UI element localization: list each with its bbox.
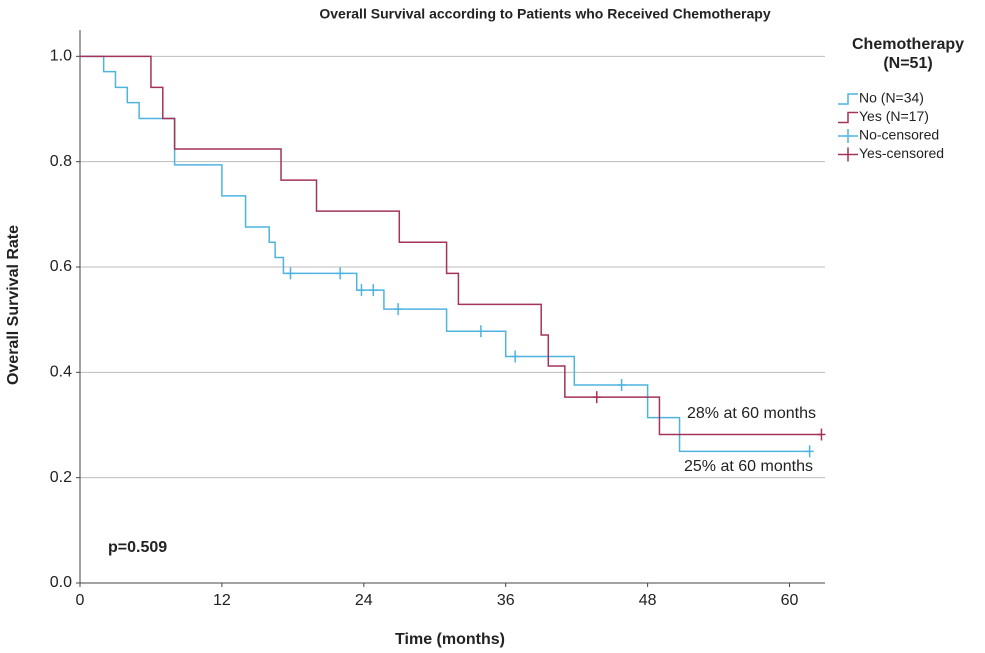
x-tick-label: 60 — [781, 592, 799, 609]
x-tick-label: 36 — [497, 592, 515, 609]
y-tick-label: 0.8 — [50, 153, 72, 170]
censor-mark — [369, 284, 378, 297]
legend-label: Yes-censored — [859, 145, 944, 161]
y-axis-label: Overall Survival Rate — [5, 225, 22, 385]
legend-title: (N=51) — [883, 55, 932, 72]
censor-mark — [817, 428, 826, 441]
x-tick-label: 24 — [355, 592, 373, 609]
legend-symbol — [838, 111, 858, 124]
legend-label: No-censored — [859, 127, 939, 143]
annotation: 25% at 60 months — [684, 458, 813, 475]
legend-symbol — [838, 93, 858, 105]
censor-mark — [357, 284, 366, 297]
censor-mark — [805, 445, 814, 458]
y-tick-label: 0.2 — [50, 469, 72, 486]
censor-mark — [617, 378, 626, 391]
censor-mark — [336, 267, 345, 280]
x-axis-label: Time (months) — [395, 631, 505, 648]
annotation: p=0.509 — [108, 539, 167, 556]
y-tick-label: 1.0 — [50, 48, 72, 65]
censor-mark — [592, 391, 601, 404]
x-tick-label: 48 — [639, 592, 657, 609]
chart-title: Overall Survival according to Patients w… — [319, 6, 770, 22]
legend-title: Chemotherapy — [852, 36, 964, 53]
censor-mark — [394, 303, 403, 316]
y-tick-label: 0.4 — [50, 364, 72, 381]
legend-label: Yes (N=17) — [859, 108, 929, 124]
x-tick-label: 12 — [213, 592, 231, 609]
legend-symbol — [838, 147, 858, 162]
survival-curve — [80, 55, 810, 453]
y-tick-label: 0.6 — [50, 258, 72, 275]
censor-mark — [511, 350, 520, 363]
annotation: 28% at 60 months — [687, 405, 816, 422]
legend-label: No (N=34) — [859, 90, 924, 106]
survival-curve — [80, 55, 822, 436]
y-tick-label: 0.0 — [50, 574, 72, 591]
censor-mark — [286, 267, 295, 280]
x-tick-label: 0 — [76, 592, 85, 609]
legend-symbol — [838, 129, 858, 143]
censor-mark — [476, 325, 485, 338]
